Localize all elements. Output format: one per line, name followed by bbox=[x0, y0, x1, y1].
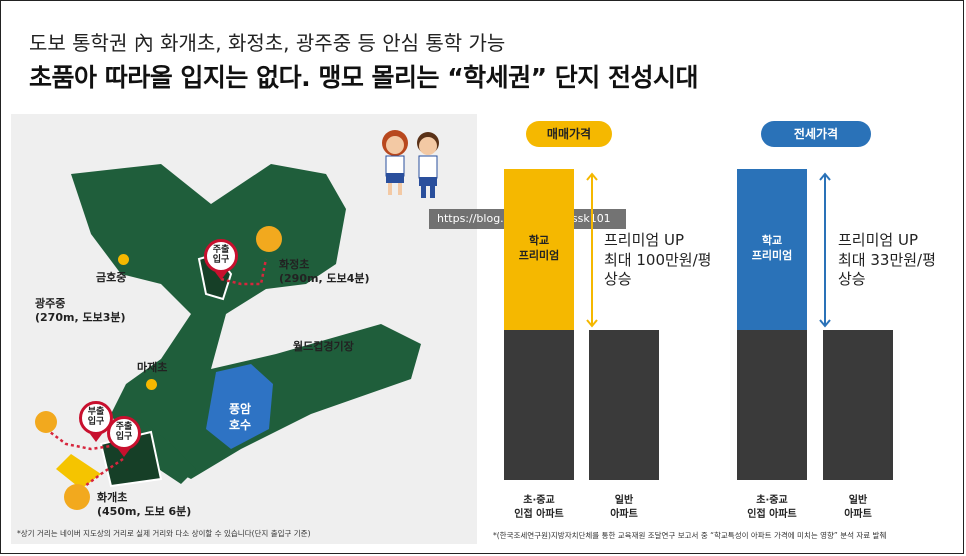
hwagae-school-icon bbox=[64, 484, 90, 510]
xlabel-line-2: 아파트 bbox=[610, 508, 638, 520]
route-gwangju bbox=[45, 428, 112, 451]
hwagae-label: 화개초 (450m, 도보 6분) bbox=[97, 491, 191, 519]
note-line-3: 상승 bbox=[838, 270, 866, 288]
hwajeong-name: 화정초 bbox=[279, 258, 310, 271]
sale-regular-bar bbox=[589, 330, 659, 480]
note-line-1: 프리미엄 UP bbox=[838, 231, 918, 249]
pungam-lake bbox=[206, 364, 273, 449]
xlabel-line-1: 초·중교 bbox=[523, 495, 555, 506]
route-hwagae bbox=[80, 457, 124, 490]
pin-line-2: 입구 bbox=[212, 255, 230, 265]
sale-premium-label: 학교 프리미엄 bbox=[504, 233, 574, 264]
rent-premium-note: 프리미엄 UP 최대 33만원/평 상승 bbox=[838, 231, 936, 290]
worldcup-label: 월드컵경기장 bbox=[293, 340, 354, 353]
gwangju-label: 광주중 (270m, 도보3분) bbox=[35, 297, 126, 325]
pin-line-2: 입구 bbox=[115, 432, 133, 442]
rent-regular-bar bbox=[823, 330, 893, 480]
gwangju-school-icon bbox=[35, 411, 57, 433]
xlabel-line-1: 초·중교 bbox=[756, 495, 788, 506]
pin-line-1: 부출 bbox=[87, 407, 105, 418]
rent-up-arrow bbox=[819, 172, 831, 328]
park-green-area bbox=[71, 164, 421, 479]
sale-xlabel-regular: 일반 아파트 bbox=[579, 494, 669, 521]
hwajeong-school-icon bbox=[256, 226, 282, 252]
rent-xlabel-regular: 일반 아파트 bbox=[813, 494, 903, 521]
xlabel-line-1: 일반 bbox=[848, 495, 868, 506]
note-line-1: 프리미엄 UP bbox=[604, 231, 684, 249]
premium-line-1: 학교 bbox=[528, 234, 550, 247]
premium-line-1: 학교 bbox=[761, 234, 783, 247]
header-title: 초품아 따라올 입지는 없다. 맹모 몰리는 “학세권” 단지 전성시대 bbox=[29, 63, 699, 92]
xlabel-line-2: 인접 아파트 bbox=[514, 508, 564, 520]
premium-line-2: 프리미엄 bbox=[751, 249, 793, 263]
chart-footnote: *(한국조세연구원)지방자치단체를 통한 교육재원 조달연구 보고서 중 “학교… bbox=[493, 531, 887, 540]
rent-xlabel-near-school: 초·중교 인접 아파트 bbox=[727, 494, 817, 521]
hwagae-distance: (450m, 도보 6분) bbox=[97, 504, 192, 518]
majae-marker-icon bbox=[146, 379, 157, 390]
rent-price-pill: 전세가격 bbox=[761, 121, 871, 147]
students-illustration bbox=[382, 130, 439, 198]
sale-premium-bar bbox=[504, 169, 574, 331]
note-line-3: 상승 bbox=[604, 270, 632, 288]
route-hwajeong bbox=[220, 258, 268, 286]
rent-premium-label: 학교 프리미엄 bbox=[737, 233, 807, 264]
sale-price-pill: 매매가격 bbox=[526, 121, 612, 147]
sale-up-arrow bbox=[586, 172, 598, 328]
xlabel-line-2: 아파트 bbox=[844, 508, 872, 520]
geumho-label: 금호중 bbox=[96, 271, 127, 284]
sale-xlabel-near-school: 초·중교 인접 아파트 bbox=[494, 494, 584, 521]
pin-line-1: 주출 bbox=[115, 422, 133, 433]
pin-line-1: 주출 bbox=[212, 245, 230, 256]
rent-premium-bar bbox=[737, 169, 807, 331]
rent-near-school-bar bbox=[737, 330, 807, 480]
hwagae-name: 화개초 bbox=[97, 491, 128, 504]
sale-premium-note: 프리미엄 UP 최대 100만원/평 상승 bbox=[604, 231, 711, 290]
majae-label: 마재초 bbox=[137, 361, 168, 374]
hwajeong-label: 화정초 (290m, 도보4분) bbox=[279, 258, 370, 286]
xlabel-line-2: 인접 아파트 bbox=[747, 508, 797, 520]
xlabel-line-1: 일반 bbox=[614, 495, 634, 506]
geumho-marker-icon bbox=[118, 254, 129, 265]
note-line-2: 최대 100만원/평 bbox=[604, 250, 712, 269]
main-entrance-pin-bottom: 주출 입구 bbox=[107, 416, 141, 457]
gwangju-name: 광주중 bbox=[35, 297, 66, 310]
hwajeong-distance: (290m, 도보4분) bbox=[279, 271, 370, 285]
gwangju-school-zone bbox=[56, 454, 101, 489]
lake-label-line-2: 호수 bbox=[228, 418, 252, 433]
header-subtitle: 도보 통학권 內 화개초, 화정초, 광주중 등 안심 통학 가능 bbox=[29, 31, 506, 55]
lake-label-line-1: 풍암 bbox=[228, 402, 252, 416]
sale-near-school-bar bbox=[504, 330, 574, 480]
lake-label: 풍암 호수 bbox=[218, 401, 262, 433]
map-footnote: *상기 거리는 네이버 지도상의 거리로 실제 거리와 다소 상이할 수 있습니… bbox=[17, 529, 311, 538]
note-line-2: 최대 33만원/평 bbox=[838, 250, 936, 269]
main-entrance-pin-top: 주출 입구 bbox=[204, 239, 238, 280]
pin-line-2: 입구 bbox=[87, 417, 105, 427]
premium-line-2: 프리미엄 bbox=[518, 249, 560, 263]
gwangju-distance: (270m, 도보3분) bbox=[35, 310, 126, 324]
